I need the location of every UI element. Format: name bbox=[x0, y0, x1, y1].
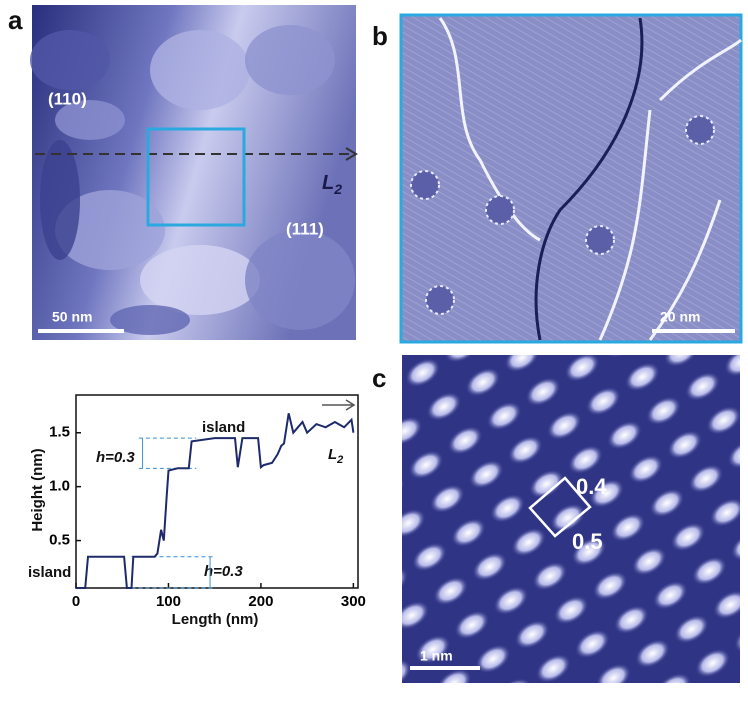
terrace bbox=[40, 140, 80, 260]
y-tick-label: 1.5 bbox=[49, 424, 70, 441]
zoom-box bbox=[146, 127, 246, 227]
line-label-sub: 2 bbox=[333, 181, 342, 197]
x-tick-label: 0 bbox=[72, 593, 80, 610]
terrace bbox=[30, 30, 110, 90]
profile-trace bbox=[76, 413, 355, 589]
unit-cell bbox=[528, 476, 592, 538]
annotation: h=0.3 bbox=[204, 563, 243, 580]
panel-label: a bbox=[8, 5, 23, 35]
scale-bar-label: 1 nm bbox=[420, 648, 453, 664]
panel-label: b bbox=[372, 21, 388, 51]
lattice-spacing: 0.4 bbox=[576, 474, 607, 499]
terrace bbox=[245, 25, 335, 95]
stm-image bbox=[402, 355, 740, 683]
x-tick-label: 300 bbox=[341, 593, 366, 610]
y-tick-label: 1.0 bbox=[49, 478, 70, 495]
line-label-sub: 2 bbox=[336, 454, 343, 466]
x-tick-label: 200 bbox=[248, 593, 273, 610]
line-label: L2 bbox=[322, 172, 342, 196]
step-edge bbox=[658, 38, 743, 102]
adatom-cluster bbox=[425, 285, 455, 315]
step-edge bbox=[534, 17, 644, 341]
profile-arrow bbox=[345, 147, 358, 161]
annotation: island bbox=[28, 564, 71, 581]
lattice-spacing: 0.5 bbox=[572, 529, 603, 554]
terrace bbox=[55, 190, 165, 270]
plot-frame bbox=[75, 394, 359, 589]
terrace bbox=[55, 100, 125, 140]
y-axis-title: Height (nm) bbox=[29, 448, 46, 531]
terrace bbox=[245, 230, 355, 330]
scale-bar-label: 20 nm bbox=[660, 309, 700, 325]
annotation: island bbox=[202, 419, 245, 436]
panel-label: c bbox=[372, 363, 386, 393]
adatom-cluster bbox=[485, 195, 515, 225]
step-edge bbox=[648, 199, 722, 341]
adatom-cluster bbox=[585, 225, 615, 255]
direction-arrow bbox=[322, 399, 356, 411]
line-label: L2 bbox=[328, 446, 343, 466]
y-tick-label: 0.5 bbox=[49, 532, 70, 549]
terrace bbox=[110, 305, 190, 335]
terrace bbox=[150, 30, 250, 110]
step-edge bbox=[598, 109, 652, 341]
step-edge bbox=[438, 17, 541, 242]
x-axis-title: Length (nm) bbox=[172, 611, 259, 628]
annotation: h=0.3 bbox=[96, 449, 135, 466]
line-label-main: L bbox=[328, 446, 337, 463]
x-tick-label: 100 bbox=[156, 593, 181, 610]
adatom-cluster bbox=[410, 170, 440, 200]
adatom-cluster bbox=[685, 115, 715, 145]
terrace bbox=[140, 245, 260, 315]
scale-bar-label: 50 nm bbox=[52, 309, 92, 325]
facet-label: (110) bbox=[48, 89, 87, 108]
line-label-main: L bbox=[322, 172, 334, 194]
facet-label: (111) bbox=[286, 219, 324, 238]
